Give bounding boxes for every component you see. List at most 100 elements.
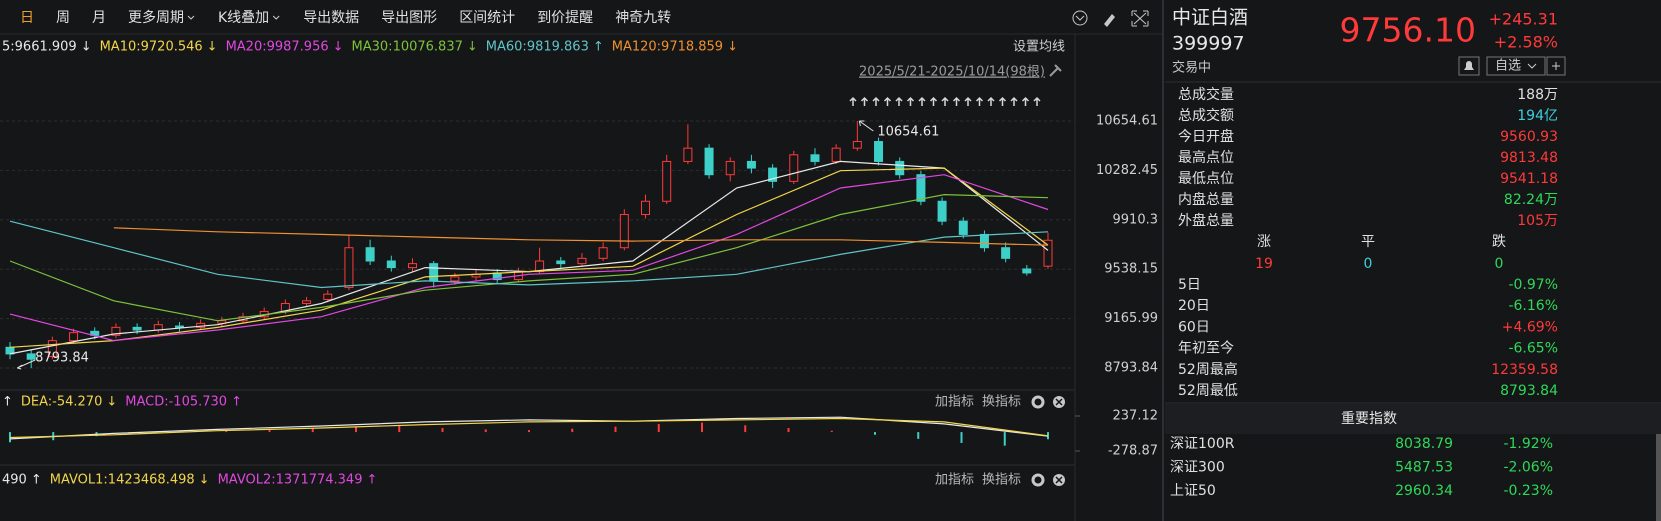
y-tick-label: 8793.84	[1104, 361, 1158, 376]
pin-icon[interactable]	[1049, 64, 1062, 77]
settings-icon[interactable]	[1031, 473, 1045, 487]
toolbar-item[interactable]: 更多周期	[128, 9, 184, 26]
toolbar-item[interactable]: 区间统计	[459, 10, 515, 26]
toolbar-item[interactable]: 月	[92, 10, 106, 26]
index-row-name[interactable]: 深证100R	[1170, 436, 1235, 452]
ma-line	[113, 227, 1049, 246]
candle-body	[1022, 268, 1032, 274]
legend-arrow: ↓	[81, 40, 92, 55]
signal-icon	[964, 96, 972, 106]
ma-line	[9, 193, 1049, 322]
signal-icon	[883, 96, 892, 106]
indices-title: 重要指数	[1341, 411, 1397, 427]
candle-body	[132, 326, 142, 331]
legend-item: MACD:-105.730	[125, 395, 227, 410]
candle-body	[746, 160, 756, 169]
return-value: 12359.58	[1491, 362, 1558, 378]
scrollbar[interactable]	[1656, 434, 1661, 521]
candle-body	[429, 263, 439, 282]
indicator-button[interactable]: 加指标	[935, 395, 974, 410]
signal-icon	[929, 96, 938, 106]
index-row-value[interactable]: 8038.79	[1395, 436, 1453, 452]
candle-body	[619, 214, 629, 249]
price: 9756.10	[1340, 11, 1476, 50]
range-label: 2025/5/21-2025/10/14(98根)	[859, 65, 1045, 80]
toolbar-item[interactable]: 导出数据	[303, 10, 359, 26]
collapse-icon[interactable]	[1075, 15, 1085, 21]
candle-body	[874, 141, 884, 162]
fullscreen-icon[interactable]	[1131, 10, 1149, 27]
dropdown-icon[interactable]	[187, 15, 195, 20]
candle-body	[810, 154, 820, 162]
legend-arrow: ↓	[727, 40, 738, 55]
toolbar-item[interactable]: 导出图形	[381, 10, 437, 26]
index-row-name[interactable]: 上证50	[1170, 483, 1216, 499]
candle-body	[450, 276, 460, 282]
breadth-label: 平	[1361, 234, 1375, 250]
candle-body	[26, 353, 36, 360]
stat-label: 今日开盘	[1178, 128, 1234, 145]
candle-body	[641, 200, 651, 216]
draw-icon[interactable]	[1104, 14, 1115, 27]
index-row-name[interactable]: 深证300	[1170, 460, 1225, 476]
return-value: 8793.84	[1500, 383, 1558, 399]
watch-label[interactable]: 自选	[1495, 59, 1521, 74]
legend-item: 5:9661.909	[2, 40, 77, 55]
collapse-icon[interactable]	[1072, 10, 1088, 26]
add-icon[interactable]	[1552, 62, 1560, 70]
stat-value: 82.24万	[1504, 192, 1558, 208]
index-row-value[interactable]: 5487.53	[1395, 460, 1453, 476]
watch-button[interactable]	[1486, 56, 1546, 76]
alert-button[interactable]	[1458, 56, 1480, 76]
ma-setting[interactable]: 设置均线	[1013, 40, 1065, 55]
indicator-button[interactable]: 换指标	[982, 473, 1021, 488]
close-icon[interactable]	[1055, 398, 1063, 406]
candle-body	[69, 332, 79, 342]
index-row-pct[interactable]: -0.23%	[1503, 483, 1553, 499]
toolbar-item[interactable]: K线叠加	[218, 10, 269, 26]
legend-item: MA10:9720.546	[100, 40, 203, 55]
close-icon[interactable]	[1055, 476, 1063, 484]
watch-dropdown[interactable]	[1527, 63, 1537, 69]
return-value: -6.65%	[1508, 341, 1558, 357]
annotation-arrow	[16, 359, 36, 370]
candle-body	[895, 160, 905, 176]
annotation-arrow	[858, 120, 874, 132]
breadth-value: 19	[1255, 256, 1273, 272]
index-row-pct[interactable]: -2.06%	[1503, 460, 1553, 476]
legend-arrow: ↓	[199, 473, 210, 488]
settings-icon[interactable]	[1031, 395, 1045, 409]
candle-body	[683, 147, 693, 162]
return-label: 5日	[1178, 277, 1201, 293]
toolbar-item[interactable]: 日	[20, 10, 34, 26]
index-name: 中证白酒	[1172, 7, 1248, 29]
change-pct: +2.58%	[1494, 33, 1558, 52]
indicator-button[interactable]: 换指标	[982, 395, 1021, 410]
index-row-value[interactable]: 2960.34	[1395, 483, 1453, 499]
y-tick-label: 9910.3	[1113, 212, 1159, 227]
indicator-button[interactable]: 加指标	[935, 473, 974, 488]
add-button[interactable]	[1546, 56, 1566, 76]
stat-label: 最低点位	[1178, 171, 1234, 187]
breadth-value: 0	[1364, 256, 1373, 272]
legend-arrow: ↑	[231, 395, 242, 410]
signal-icon	[941, 96, 949, 106]
legend-arrow: ↓	[207, 40, 218, 55]
signal-icon	[918, 96, 926, 106]
toolbar-item[interactable]: 神奇九转	[615, 9, 671, 26]
legend-item: MA20:9987.956	[226, 40, 329, 55]
trade-status: 交易中	[1172, 60, 1211, 76]
y-tick-label: 9538.15	[1104, 262, 1158, 277]
signal-icon	[998, 96, 1007, 106]
toolbar-item[interactable]: 到价提醒	[537, 10, 593, 26]
dropdown-icon[interactable]	[272, 15, 280, 20]
candle-body	[344, 247, 354, 289]
candle-body	[323, 293, 333, 300]
index-row-pct[interactable]: -1.92%	[1503, 436, 1553, 452]
legend-arrow: ↓	[467, 40, 478, 55]
toolbar-item[interactable]: 周	[56, 10, 70, 26]
stat-label: 总成交量	[1178, 86, 1234, 103]
stat-value: 194亿	[1517, 108, 1558, 124]
breadth-label: 跌	[1492, 234, 1506, 250]
high-annotation: 10654.61	[877, 125, 939, 140]
